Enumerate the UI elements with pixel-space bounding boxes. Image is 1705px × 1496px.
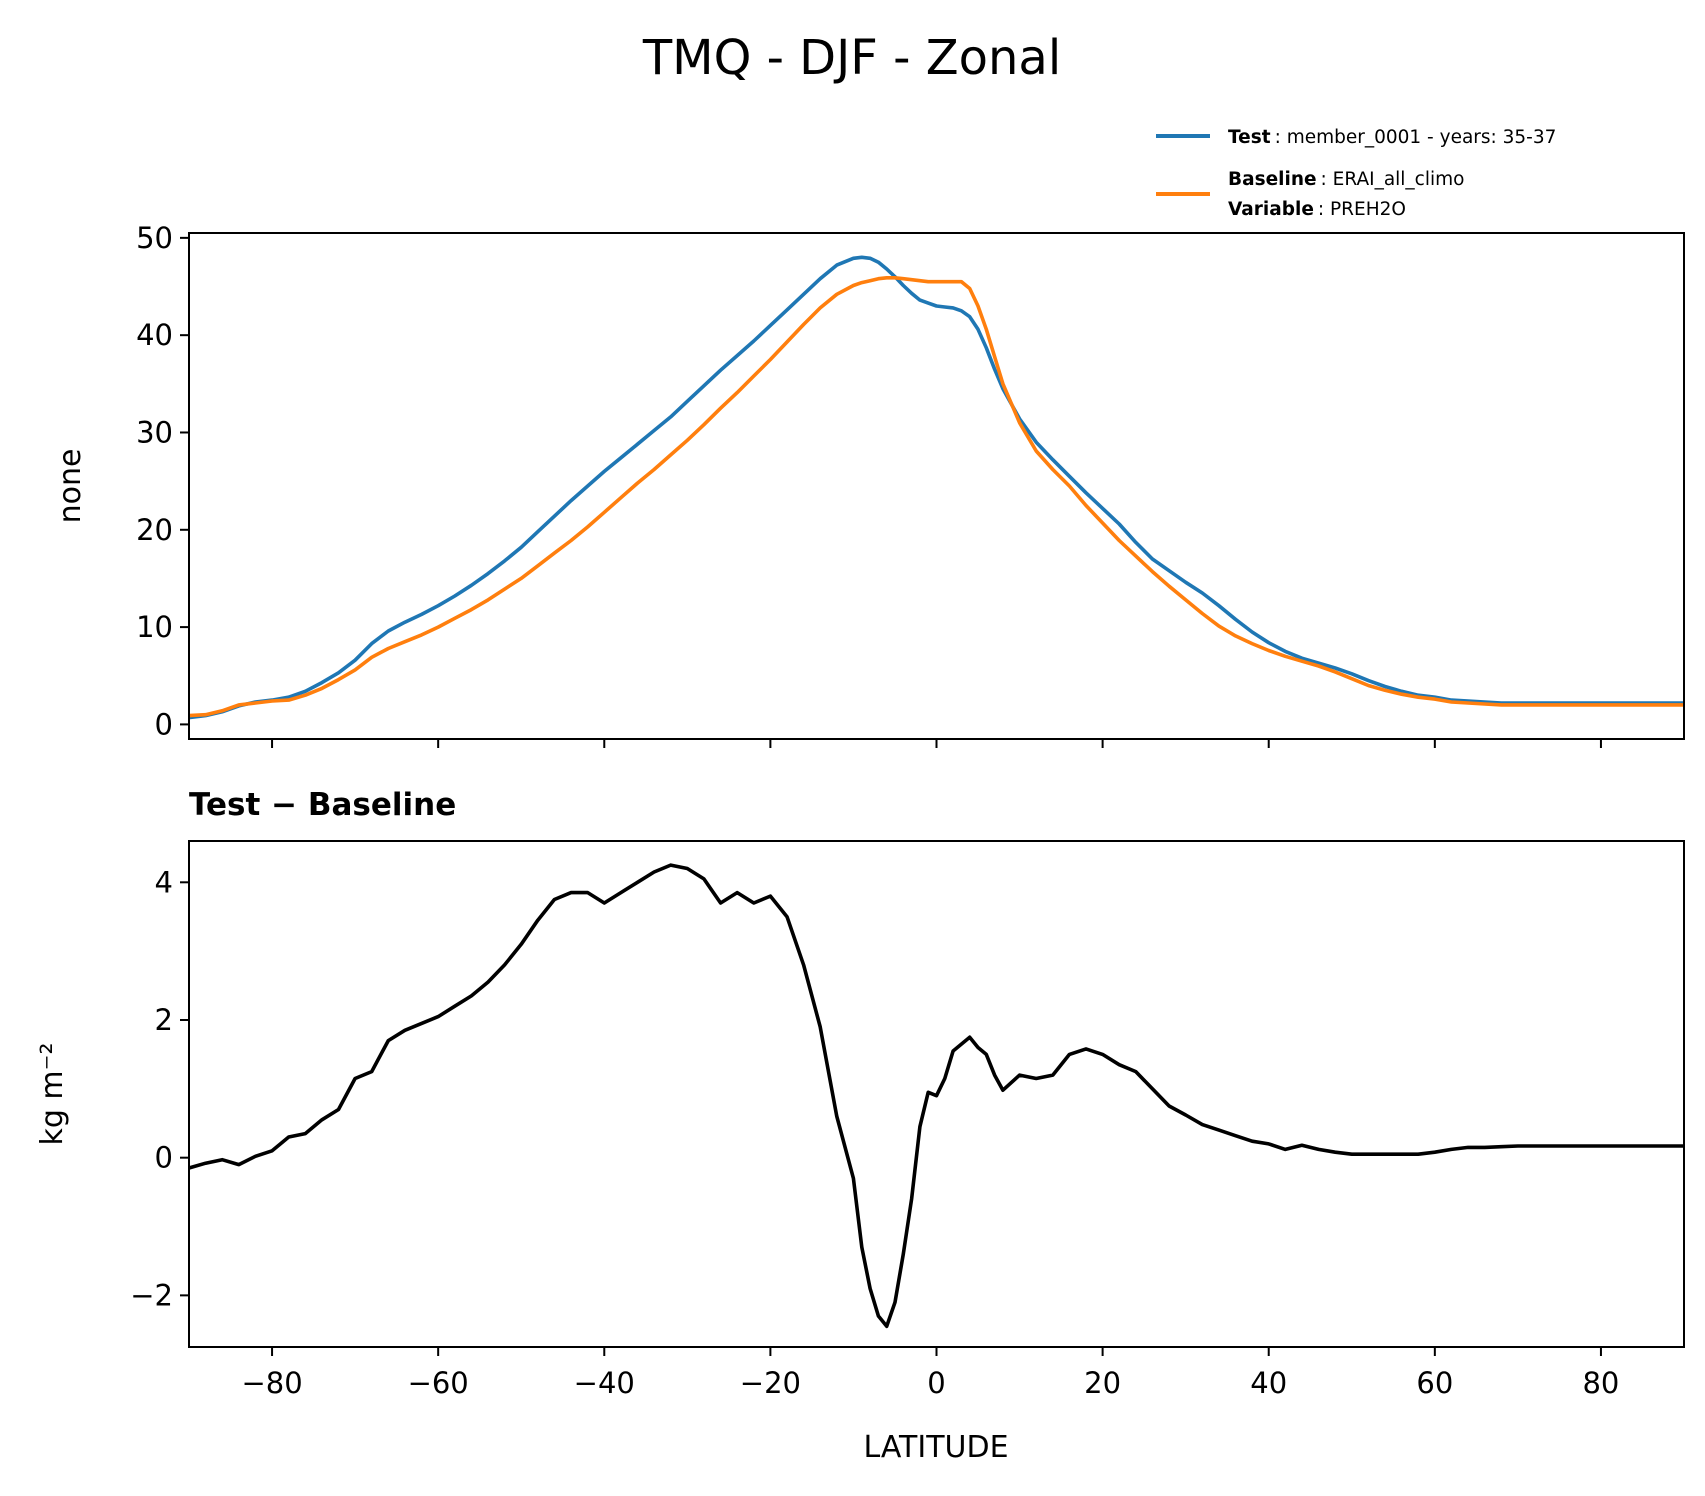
top-ticks: 0 10 20 30 40 50 [136,221,1602,748]
axes-top-panel: 0 10 20 30 40 50 none [53,221,1685,748]
bottom-xtick-label: −60 [408,1366,469,1400]
top-ytick-label: 20 [136,513,173,547]
bottom-xtick-label: −40 [574,1366,635,1400]
legend-variable-key: Variable [1228,199,1314,220]
legend-test-entry: Test: member_0001 - years: 35-37 [1228,127,1556,148]
bottom-xtick-label: −20 [740,1366,801,1400]
top-plot-frame [188,232,1685,740]
legend-baseline-entry: Baseline: ERAI_all_climo [1228,169,1464,190]
bottom-xtick-label: −80 [241,1366,302,1400]
bottom-xtick-label: 40 [1250,1366,1287,1400]
bottom-ytick-label: 0 [155,1141,173,1175]
top-y-axis-label: none [53,449,88,524]
bottom-ytick-label: −2 [130,1278,173,1312]
bottom-series-group [188,863,1684,1329]
top-series-group [188,255,1684,720]
bottom-xtick-label: 60 [1416,1366,1453,1400]
bottom-xtick-label: 20 [1084,1366,1121,1400]
legend-test-value: : member_0001 - years: 35-37 [1275,127,1557,148]
legend-variable-entry: Variable: PREH2O [1228,199,1406,220]
bottom-plot-frame [188,840,1685,1348]
bottom-ytick-label: 2 [155,1003,173,1037]
bottom-y-axis-label: kg m⁻² [35,1042,70,1145]
legend-baseline-value: : ERAI_all_climo [1321,169,1465,190]
legend-test-key: Test [1228,127,1271,148]
bottom-ytick-label: 4 [155,865,173,899]
bottom-subplot-title: Test − Baseline [189,787,456,823]
top-series-test [188,255,1684,720]
top-ytick-label: 10 [136,610,173,644]
bottom-series-test-baseline [188,863,1684,1329]
top-ytick-label: 50 [136,221,173,255]
legend: Test: member_0001 - years: 35-37 Baselin… [1156,127,1556,220]
top-ytick-label: 30 [136,415,173,449]
x-axis-label: LATITUDE [863,1430,1008,1465]
top-ytick-label: 0 [155,707,173,741]
top-series-baseline [188,275,1684,718]
bottom-xtick-label: 0 [927,1366,945,1400]
top-ytick-label: 40 [136,318,173,352]
figure-title: TMQ - DJF - Zonal [642,30,1061,86]
bottom-xtick-label: 80 [1582,1366,1619,1400]
legend-variable-value: : PREH2O [1318,199,1406,220]
legend-baseline-key: Baseline [1228,169,1317,190]
